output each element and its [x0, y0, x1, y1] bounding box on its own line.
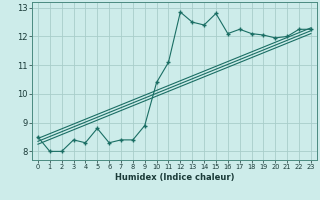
X-axis label: Humidex (Indice chaleur): Humidex (Indice chaleur) [115, 173, 234, 182]
